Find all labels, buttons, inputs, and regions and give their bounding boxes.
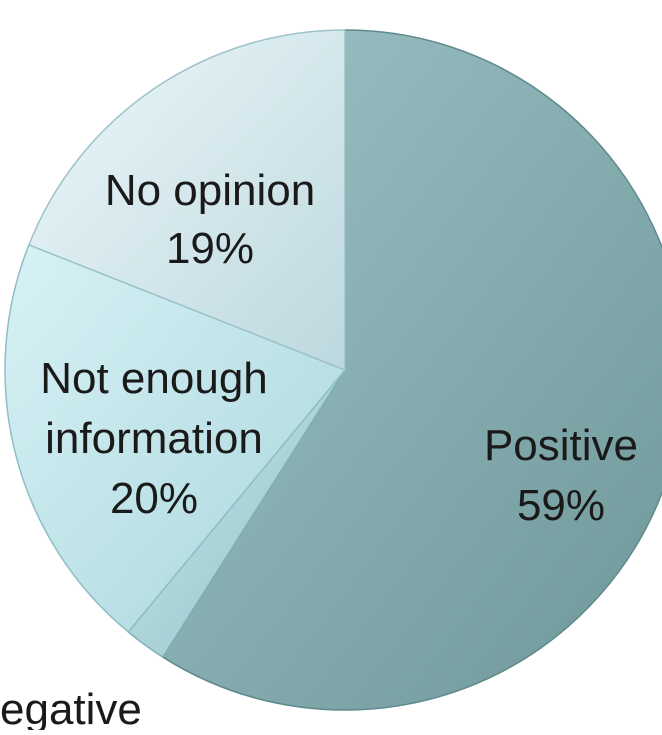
label-not-enough-line1: Not enough	[40, 354, 268, 403]
label-not-enough-line2: information	[45, 414, 263, 463]
label-positive-value: 59%	[517, 481, 605, 530]
pie-slices	[4, 29, 662, 711]
label-no-opinion-value: 19%	[166, 224, 254, 273]
pie-labels: No opinion 19% Not enough information 20…	[0, 166, 638, 734]
slice-not-enough-information	[4, 243, 347, 634]
label-no-opinion-name: No opinion	[105, 166, 315, 215]
slice-no-opinion	[27, 29, 346, 372]
label-positive-name: Positive	[484, 421, 638, 470]
slice-positive	[161, 29, 662, 711]
label-negative-name: egative	[0, 685, 142, 730]
label-not-enough-value: 20%	[110, 474, 198, 523]
